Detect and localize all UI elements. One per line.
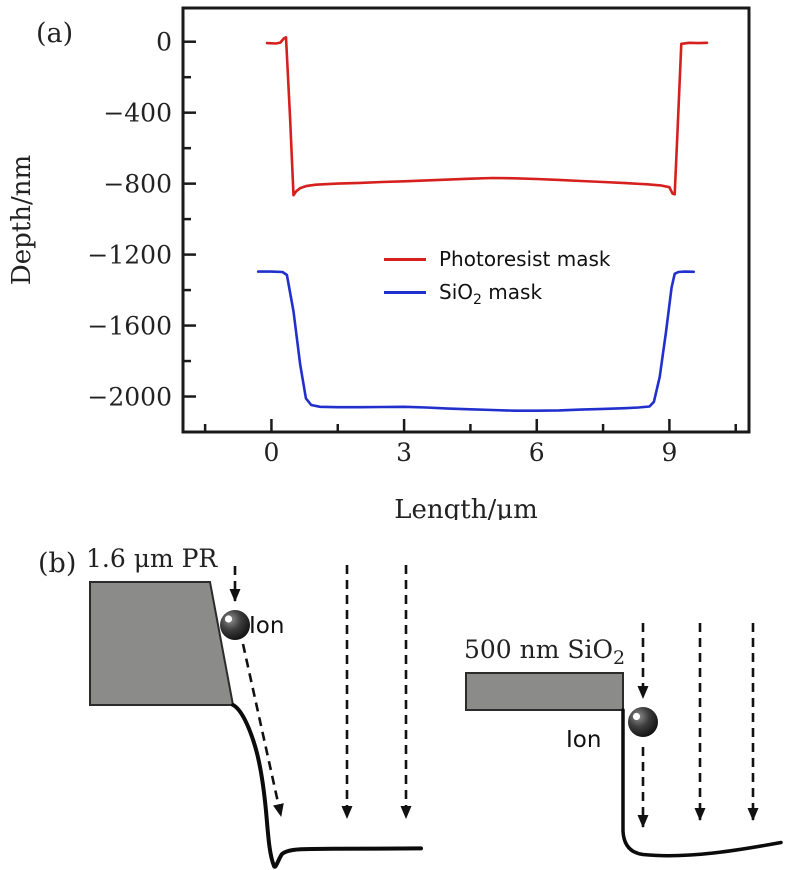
x-tick-label: 6 [529,438,545,467]
plot-frame [181,6,751,434]
ion-ball-left [220,610,250,640]
y-tick-label: −400 [103,99,172,128]
y-tick-label: −1600 [87,312,172,341]
y-tick-label: −800 [103,170,172,199]
ion-etch-schematic: (b) 1.6 μm PR Ion 500 nm SiO2 Ion [38,544,783,869]
y-tick-label: 0 [156,28,172,57]
axis-tick-labels: 0 3 6 9 0 −400 −800 −1200 −1600 −2000 [87,28,677,467]
x-tick-label: 3 [396,438,412,467]
curve-sio2-mask [256,270,696,413]
ion-label-left: Ion [249,613,284,639]
ion-label-right: Ion [566,727,601,753]
sio2-mask-label-sub: 2 [613,647,625,669]
photoresist-mask-shape [89,581,235,706]
legend-label-sio2-pre: SiO [439,280,473,304]
sio2-mask-label-pre: 500 nm SiO [464,635,613,664]
legend-label-sio2-post: mask [481,280,543,304]
y-axis-title: Depth/nm [7,155,37,285]
legend-label-sio2: SiO2 mask [439,280,543,308]
y-tick-label: −2000 [87,383,172,412]
legend-label-photoresist: Photoresist mask [439,247,611,271]
sio2-mask-shape [465,672,624,711]
ion-ball-left-highlight [224,615,233,623]
ion-ball-right-highlight [632,712,641,721]
curve-photoresist-mask [265,35,709,197]
panel-a-tag: (a) [36,18,73,49]
legend: Photoresist mask SiO2 mask [384,246,610,308]
etched-profile-right [621,708,783,858]
legend-line-red [384,257,426,261]
depth-profile-curves [256,35,709,413]
legend-item-sio2: SiO2 mask [384,279,610,308]
x-axis-title: Length/μm [394,495,538,520]
plot-border [181,6,751,434]
axis-ticks [183,40,737,432]
x-tick-label: 9 [661,438,677,467]
legend-label-sio2-sub: 2 [473,292,482,308]
panel-b-tag: (b) [38,548,76,579]
ion-ball-right [628,707,658,737]
pr-mask-label: 1.6 μm PR [86,544,218,573]
sio2-mask-label: 500 nm SiO2 [464,635,625,669]
etched-profile-left [231,703,423,869]
legend-line-blue [384,290,426,294]
etch-depth-chart: (a) Depth/nm Length/μm 0 3 6 9 0 −400 −800 −120… [7,6,751,520]
x-tick-label: 0 [263,438,279,467]
y-tick-label: −1200 [87,241,172,270]
legend-item-photoresist: Photoresist mask [384,246,610,272]
